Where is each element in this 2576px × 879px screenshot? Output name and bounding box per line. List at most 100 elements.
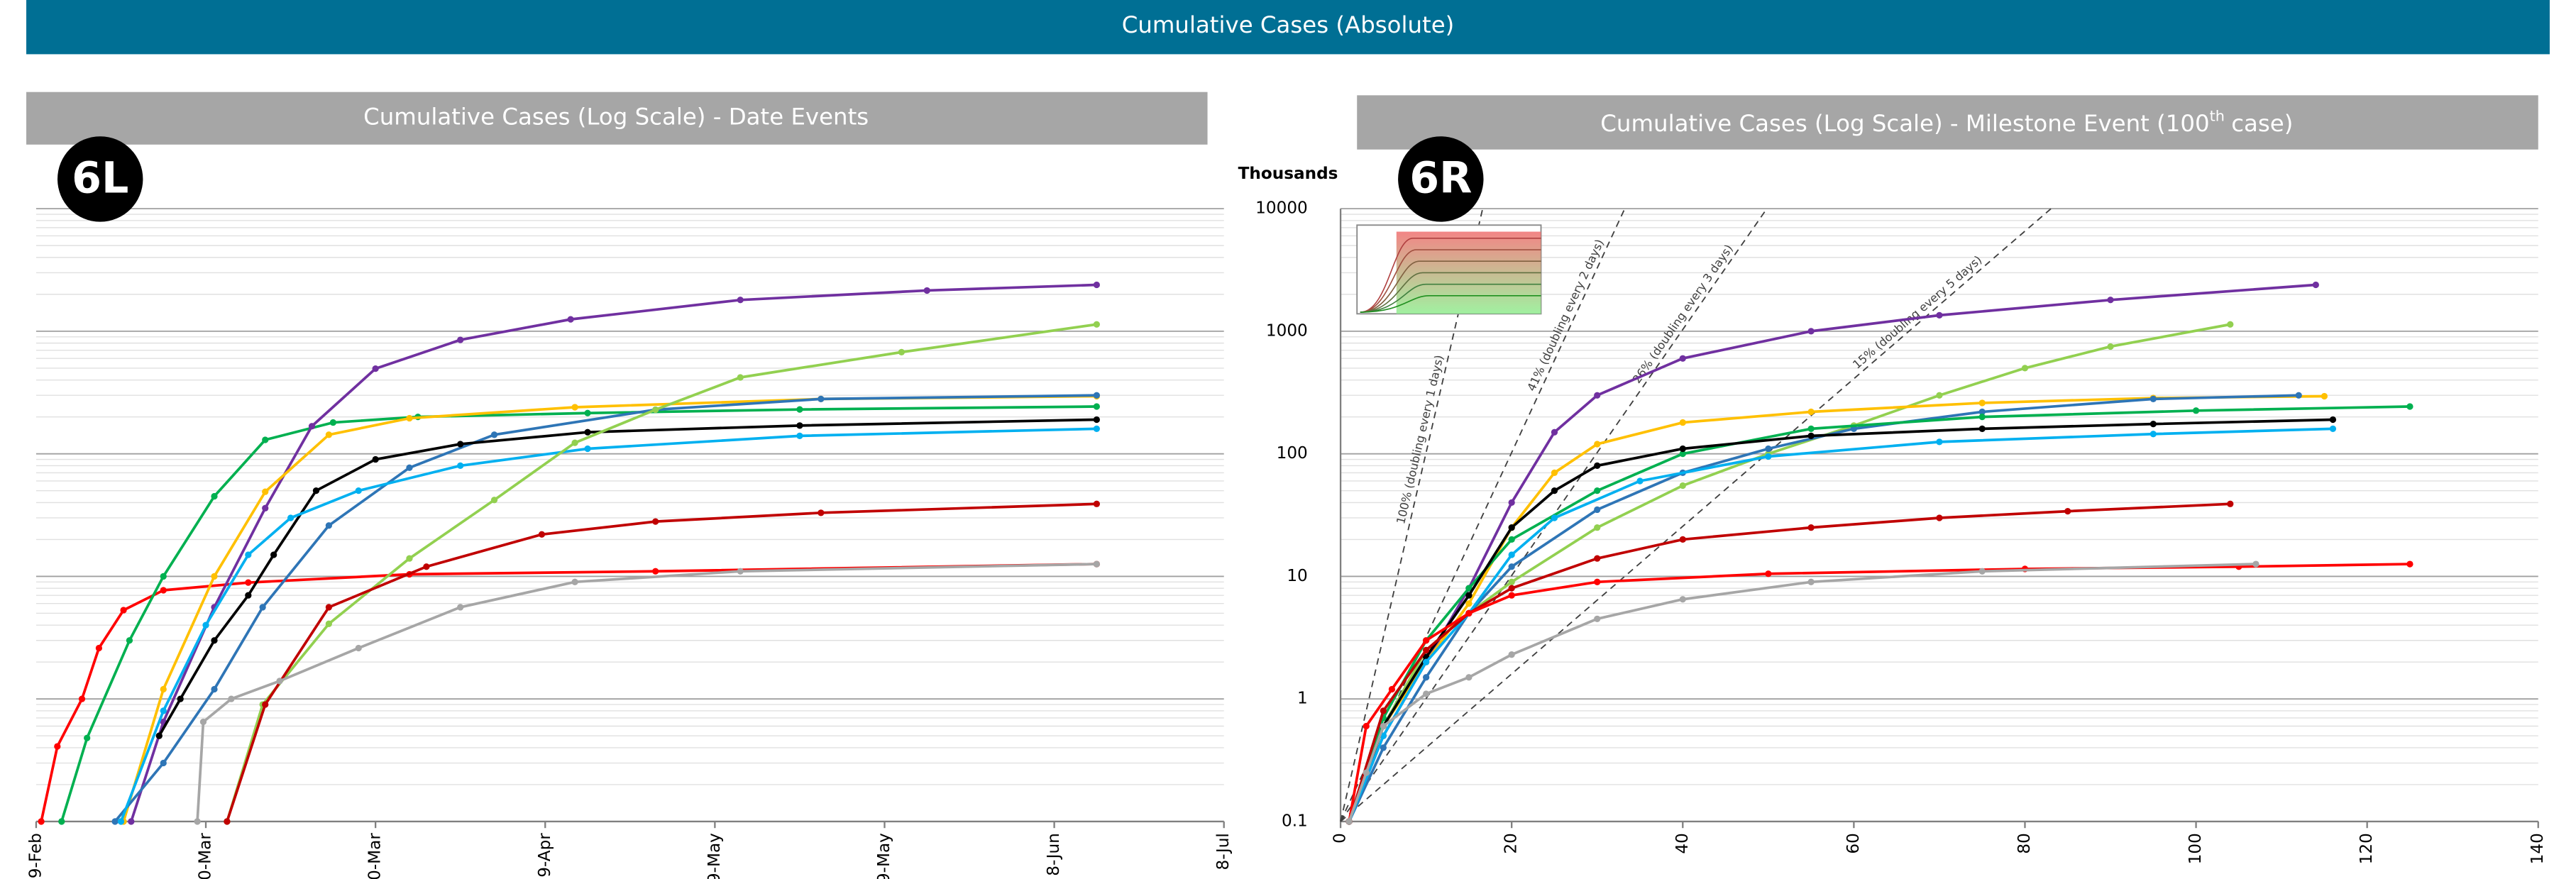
data-point — [155, 732, 163, 739]
x-tick-label: 8-Jul — [1214, 833, 1233, 870]
y-axis-unit: Thousands — [1238, 165, 1338, 183]
data-point — [1636, 477, 1644, 485]
data-point — [1765, 445, 1772, 453]
data-point — [1380, 722, 1387, 730]
data-point — [1551, 514, 1558, 521]
header-title: Cumulative Cases (Absolute) — [1122, 11, 1455, 38]
y-tick-label: 0.1 — [1282, 812, 1308, 830]
data-point — [737, 374, 744, 381]
data-point — [177, 695, 184, 702]
series-line — [196, 563, 1097, 822]
data-point — [737, 297, 744, 304]
data-point — [211, 637, 218, 644]
series-line — [1348, 502, 2230, 822]
data-point — [126, 637, 133, 644]
series-line — [1348, 405, 2410, 822]
data-point — [1363, 722, 1370, 730]
data-point — [128, 818, 135, 825]
data-point — [1936, 438, 1943, 446]
data-point — [262, 504, 269, 512]
data-point — [796, 406, 803, 413]
data-point — [818, 509, 825, 516]
data-point — [2227, 500, 2234, 507]
data-point — [262, 701, 269, 708]
data-point — [1594, 462, 1601, 470]
data-point — [1978, 425, 1986, 433]
data-point — [325, 604, 333, 611]
data-point — [329, 419, 337, 426]
data-point — [1093, 416, 1101, 424]
data-point — [78, 695, 86, 702]
data-point — [199, 718, 207, 726]
data-point — [95, 644, 103, 652]
data-point — [1936, 311, 1943, 319]
data-point — [1978, 568, 1986, 575]
reference-line-label: 100% (doubling every 1 days) — [1394, 354, 1446, 526]
data-point — [117, 818, 125, 825]
data-point — [355, 487, 362, 494]
data-point — [1679, 445, 1686, 453]
panel-title-bar — [26, 92, 1208, 145]
data-point — [1422, 674, 1430, 681]
data-point — [1594, 578, 1601, 585]
data-point — [84, 734, 91, 741]
data-point — [796, 432, 803, 440]
data-point — [1936, 392, 1943, 399]
data-point — [1508, 592, 1515, 599]
series-line — [226, 502, 1097, 822]
data-point — [228, 695, 235, 702]
data-point — [406, 414, 413, 422]
data-point — [2312, 281, 2319, 289]
data-point — [796, 422, 803, 429]
x-tick-label: 0-Mar — [366, 833, 385, 879]
series-line — [1348, 394, 2325, 822]
y-tick-label: 1 — [1297, 690, 1308, 708]
data-point — [1978, 414, 1986, 421]
data-point — [423, 563, 430, 570]
data-point — [1594, 555, 1601, 562]
data-point — [287, 514, 295, 521]
thumbnail — [1356, 224, 1542, 315]
data-point — [1551, 429, 1558, 436]
series-line — [114, 394, 1097, 823]
series-line — [1348, 418, 2333, 822]
data-point — [2150, 395, 2157, 403]
data-point — [1508, 651, 1515, 658]
data-point — [1508, 563, 1515, 570]
data-point — [538, 531, 546, 538]
data-point — [2107, 343, 2114, 350]
x-tick-label: 8-Jun — [1045, 833, 1063, 876]
data-point — [1594, 524, 1601, 531]
data-point — [1807, 425, 1815, 433]
data-point — [1679, 482, 1686, 490]
panel-title-bar — [1357, 95, 2538, 150]
data-point — [490, 497, 498, 504]
data-point — [1594, 392, 1601, 399]
data-point — [372, 365, 379, 372]
title-main: Cumulative Cases (Log Scale) - Milestone… — [1600, 110, 2209, 137]
data-point — [262, 488, 269, 495]
x-tick-label: 140 — [2528, 833, 2547, 864]
x-tick-label: 40 — [1673, 833, 1692, 853]
data-point — [1765, 570, 1772, 577]
data-point — [211, 492, 218, 500]
data-point — [652, 568, 659, 575]
data-point — [270, 551, 277, 558]
data-point — [1093, 403, 1101, 410]
panel-title: Cumulative Cases (Log Scale) - Milestone… — [1600, 107, 2293, 137]
data-point — [1594, 615, 1601, 622]
data-point — [1679, 419, 1686, 426]
data-point — [1508, 585, 1515, 592]
data-point — [308, 423, 316, 430]
data-point — [1807, 578, 1815, 585]
data-point — [2192, 407, 2200, 414]
data-point — [312, 487, 320, 494]
data-point — [652, 406, 659, 414]
x-tick-label: 80 — [2015, 833, 2034, 853]
data-point — [1807, 524, 1815, 531]
data-point — [1679, 355, 1686, 362]
data-point — [211, 573, 218, 580]
x-tick-label: 20 — [1502, 833, 1521, 853]
data-point — [1936, 514, 1943, 521]
data-point — [2107, 297, 2114, 304]
